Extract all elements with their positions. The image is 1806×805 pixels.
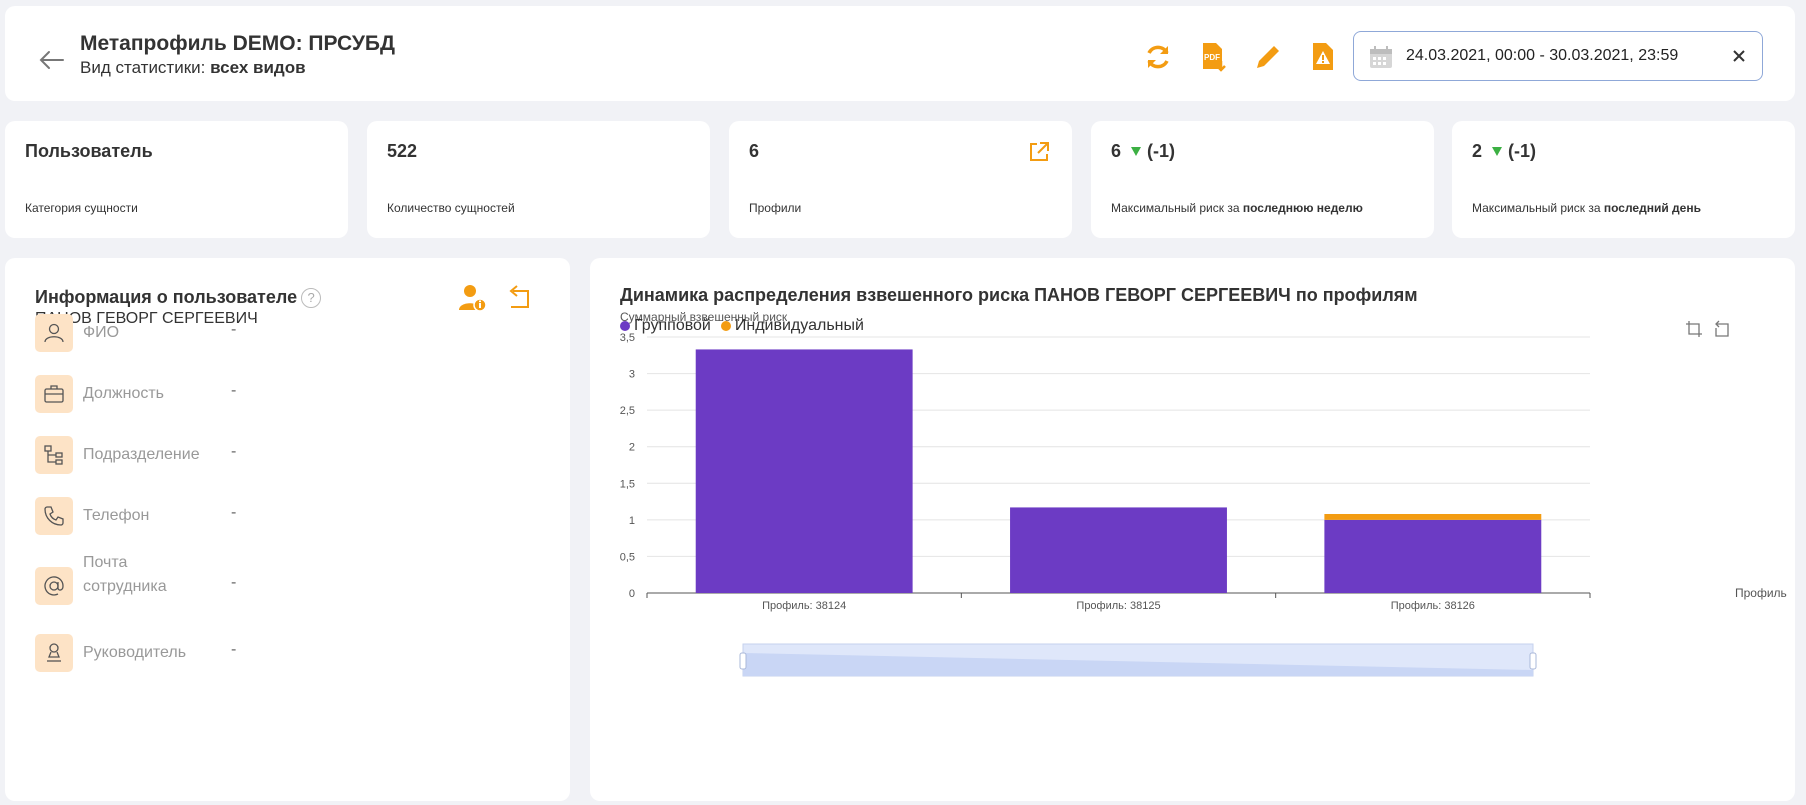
- field-label: Почта сотрудника: [83, 554, 167, 595]
- date-range-value: 24.03.2021, 00:00 - 30.03.2021, 23:59: [1406, 47, 1679, 64]
- legend-dot: [720, 321, 731, 331]
- calendar-icon: [1368, 44, 1394, 75]
- field-value: -: [231, 443, 237, 460]
- legend-item-individual[interactable]: Индивидуальный: [720, 317, 864, 335]
- page-title: Метапрофиль DEMO: ПРСУБД: [80, 32, 395, 55]
- back-arrow-icon[interactable]: [33, 42, 69, 78]
- stat-label: Количество сущностей: [387, 201, 515, 215]
- stat-value: 522: [387, 141, 418, 161]
- org-structure-icon: [35, 436, 73, 474]
- y-tick-label: 3: [629, 369, 635, 381]
- y-tick-label: 1: [629, 515, 635, 527]
- down-triangle-icon: [1131, 147, 1142, 156]
- chart-legend: Групповой Индивидуальный: [620, 317, 864, 335]
- stat-delta: (-1): [1147, 141, 1176, 161]
- stat-value: 2: [1472, 141, 1483, 161]
- page-header: Метапрофиль DEMO: ПРСУБД Вид статистики:…: [5, 6, 1795, 101]
- chart-panel: Суммарный взвешенный риск 0 0,5 1 1,5 2 2,5 3 3,…: [590, 258, 1795, 801]
- y-tick-label: 0: [629, 588, 635, 600]
- phone-icon: [35, 497, 73, 535]
- stat-label: Категория сущности: [25, 201, 138, 215]
- close-icon[interactable]: [1728, 45, 1750, 67]
- chart-title: Динамика распределения взвешенного риска…: [620, 285, 1418, 305]
- zoom-slider-handle-left[interactable]: [739, 652, 747, 670]
- field-value: -: [231, 504, 237, 521]
- down-triangle-icon: [1492, 147, 1503, 156]
- stat-value: 6: [1111, 141, 1122, 161]
- stat-value: 6: [749, 141, 760, 161]
- y-axis-label: Суммарный взвешенный риск: [620, 310, 788, 324]
- stat-card-profiles: 6 Профили: [729, 121, 1072, 238]
- chart-toolbox: [1685, 320, 1731, 338]
- zoom-slider-preview: [743, 653, 1533, 676]
- field-label: Телефон: [83, 507, 150, 524]
- y-tick-label: 0,5: [620, 551, 635, 563]
- pencil-icon[interactable]: [1250, 39, 1286, 75]
- legend-item-group[interactable]: Групповой: [620, 317, 711, 335]
- x-tick-label: Профиль: 38126: [1391, 600, 1475, 612]
- stat-label: Максимальный риск за: [1472, 201, 1601, 215]
- field-label: Руководитель: [83, 644, 187, 661]
- field-value: -: [231, 321, 237, 338]
- panel-title: Информация о пользователе: [35, 287, 298, 307]
- zoom-slider-handle-right[interactable]: [1529, 652, 1537, 670]
- briefcase-icon: [35, 375, 73, 413]
- stat-card-entity-count: 522 Количество сущностей: [367, 121, 710, 238]
- field-value: -: [231, 574, 237, 591]
- field-value: -: [231, 641, 237, 658]
- y-tick-label: 1,5: [620, 478, 635, 490]
- bar-chart: Суммарный взвешенный риск 0 0,5 1 1,5 2 2,5 3 3,…: [620, 310, 1787, 677]
- alert-file-icon[interactable]: [1305, 39, 1341, 75]
- date-range-picker[interactable]: 24.03.2021, 00:00 - 30.03.2021, 23:59: [1353, 31, 1763, 81]
- user-info-panel: Информация о пользователе ? ПАНОВ ГЕВОРГ…: [5, 258, 570, 801]
- zoom-select-icon[interactable]: [1685, 320, 1703, 338]
- stat-card-category: Пользователь Категория сущности: [5, 121, 348, 238]
- stat-label-period: последнюю неделю: [1242, 201, 1363, 215]
- pdf-download-icon[interactable]: PDF: [1195, 39, 1231, 75]
- subtitle-value: всех видов: [210, 58, 306, 77]
- field-label: Подразделение: [83, 446, 200, 463]
- legend-dot: [620, 321, 630, 331]
- help-icon[interactable]: ?: [301, 287, 322, 308]
- bar-group: [695, 349, 913, 593]
- stat-label: Максимальный риск за: [1111, 201, 1240, 215]
- y-tick-label: 3,5: [620, 332, 635, 344]
- x-axis-label: Профиль: [1735, 586, 1787, 600]
- zoom-reset-icon[interactable]: [1713, 320, 1731, 338]
- manager-icon: [35, 634, 73, 672]
- stat-label: Профили: [749, 201, 802, 215]
- x-tick-label: Профиль: 38124: [762, 600, 846, 612]
- return-arrow-icon[interactable]: [503, 282, 535, 314]
- legend-label: Групповой: [634, 317, 711, 334]
- stat-label-period: последний день: [1603, 201, 1701, 215]
- stat-delta: (-1): [1508, 141, 1537, 161]
- bar-individual: [1324, 514, 1542, 520]
- bar-group: [1010, 507, 1227, 593]
- svg-text:PDF: PDF: [1204, 53, 1220, 62]
- page-subtitle: Вид статистики: всех видов: [80, 58, 306, 78]
- user-info-icon[interactable]: [457, 282, 489, 314]
- field-value: -: [231, 382, 237, 399]
- refresh-icon[interactable]: [1140, 39, 1176, 75]
- y-tick-label: 2: [629, 442, 635, 454]
- stat-card-max-risk-week: 6 (-1) Максимальный риск за последнюю не…: [1091, 121, 1434, 238]
- bar-group: [1324, 519, 1542, 593]
- y-tick-label: 2,5: [620, 405, 635, 417]
- external-link-icon[interactable]: [1026, 139, 1052, 165]
- user-name: ПАНОВ ГЕВОРГ СЕРГЕЕВИЧ: [35, 310, 258, 327]
- stat-value: Пользователь: [25, 141, 153, 161]
- stat-card-max-risk-day: 2 (-1) Максимальный риск за последний де…: [1452, 121, 1795, 238]
- subtitle-prefix: Вид статистики:: [80, 58, 206, 77]
- legend-label: Индивидуальный: [734, 317, 864, 334]
- field-label: ФИО: [83, 324, 120, 341]
- x-tick-label: Профиль: 38125: [1076, 600, 1160, 612]
- field-label: Должность: [83, 385, 164, 402]
- person-icon: [35, 314, 73, 352]
- at-sign-icon: [35, 567, 73, 605]
